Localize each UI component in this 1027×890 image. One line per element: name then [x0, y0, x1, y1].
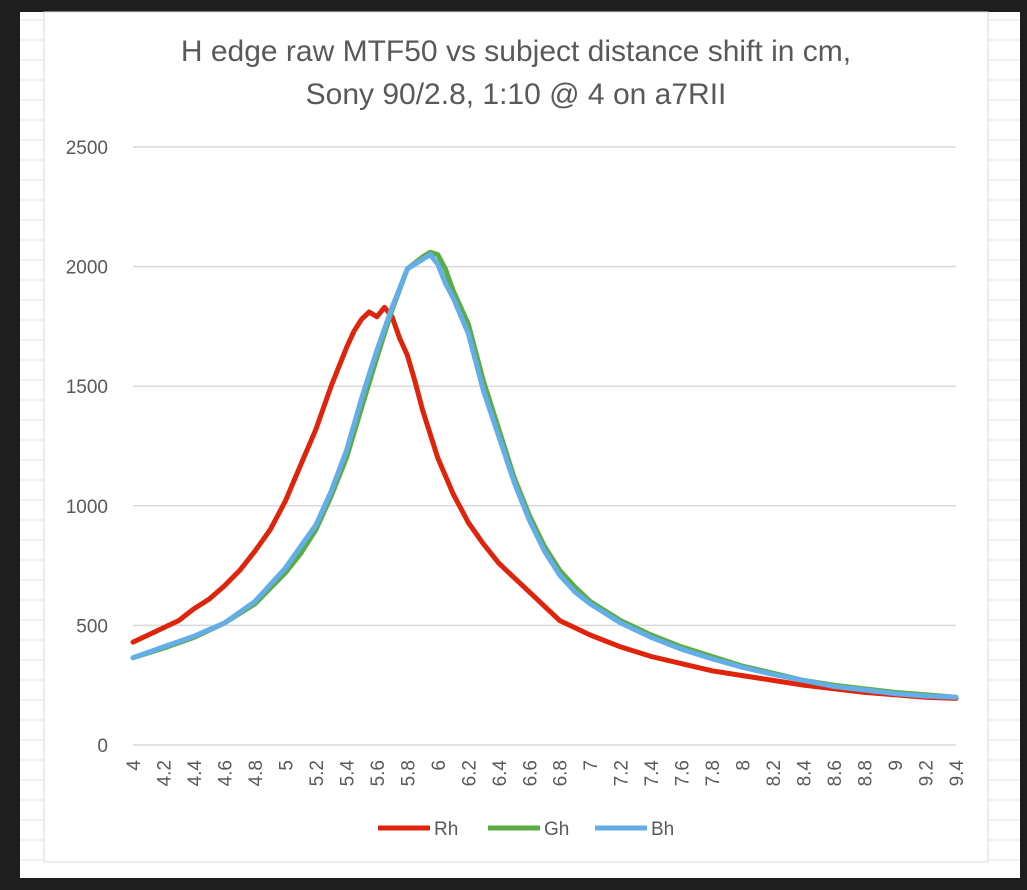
series-line-bh: [130, 252, 959, 700]
x-tick-label: 5.6: [368, 760, 389, 786]
sheet-gridlines: [20, 19, 1020, 861]
x-tick-label: 6: [429, 760, 450, 771]
x-tick-label: 8.2: [764, 760, 785, 786]
chart-title-line1: H edge raw MTF50 vs subject distance shi…: [181, 35, 851, 68]
x-tick-label: 5: [276, 760, 297, 771]
x-tick-label: 7.2: [612, 760, 633, 786]
y-tick-label: 500: [76, 616, 108, 637]
x-tick-label: 6.2: [459, 760, 480, 786]
grid-lines: [133, 146, 956, 746]
x-tick-label: 4.6: [215, 760, 236, 786]
x-tick-label: 4.8: [246, 760, 267, 786]
x-tick-label: 5.8: [398, 760, 419, 786]
x-tick-label: 7.8: [703, 760, 724, 786]
x-tick-label: 5.4: [337, 760, 358, 787]
legend-label-rh: Rh: [434, 819, 458, 840]
y-tick-labels: 0 500 1000 1500 2000 2500: [66, 138, 108, 757]
series-line-rh: [130, 304, 959, 701]
x-tick-label: 8.6: [825, 760, 846, 786]
x-tick-label: 6.8: [551, 760, 572, 786]
legend-label-gh: Gh: [544, 819, 569, 840]
x-tick-label: 7: [581, 760, 602, 771]
y-tick-label: 2500: [66, 138, 108, 159]
series-lines: [130, 249, 959, 701]
x-tick-label: 9.2: [917, 760, 938, 786]
x-tick-label: 6.4: [490, 760, 511, 787]
chart-area: [43, 11, 989, 863]
x-tick-label: 4.2: [154, 760, 175, 786]
x-tick-label: 8.8: [856, 760, 877, 786]
x-tick-label: 6.6: [520, 760, 541, 786]
y-tick-label: 1000: [66, 497, 108, 518]
x-tick-label: 7.6: [673, 760, 694, 786]
y-tick-label: 0: [97, 736, 108, 757]
x-tick-labels: 4 4.2 4.4 4.6 4.8 5 5.2 5.4 5.6 5.8 6 6.2 6.4 6.6 6.8 7…: [124, 760, 968, 787]
x-tick-label: 7.4: [642, 760, 663, 787]
x-tick-label: 4.4: [185, 760, 206, 787]
x-tick-label: 9.4: [947, 760, 968, 787]
x-tick-label: 8.4: [795, 760, 816, 787]
y-tick-label: 1500: [66, 377, 108, 398]
x-tick-label: 4: [124, 760, 145, 771]
legend-label-bh: Bh: [651, 819, 674, 840]
x-tick-label: 5.2: [307, 760, 328, 786]
x-tick-label: 9: [886, 760, 907, 771]
chart-title-line2: Sony 90/2.8, 1:10 @ 4 on a7RII: [306, 78, 727, 111]
y-tick-label: 2000: [66, 258, 108, 279]
legend: Rh Gh Bh: [378, 819, 674, 840]
x-tick-label: 8: [734, 760, 755, 771]
